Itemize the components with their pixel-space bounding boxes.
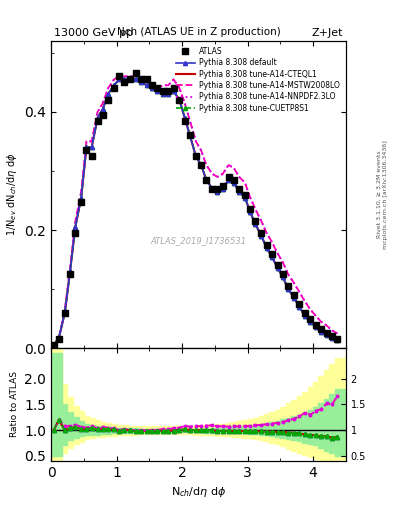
Title: Nch (ATLAS UE in Z production): Nch (ATLAS UE in Z production): [117, 28, 280, 37]
Line: Pythia 8.308 tune-A14-MSTW2008LO: Pythia 8.308 tune-A14-MSTW2008LO: [54, 76, 337, 345]
Pythia 8.308 tune-A14-NNPDF2.3LO: [220, 171, 225, 177]
Pythia 8.308 tune-A14-CTEQL1: [117, 76, 121, 82]
Pythia 8.308 default: [51, 342, 56, 348]
Text: Rivet 3.1.10, ≥ 3.2M events: Rivet 3.1.10, ≥ 3.2M events: [377, 151, 382, 239]
Pythia 8.308 tune-A14-CTEQL1: [51, 342, 56, 348]
Pythia 8.308 tune-A14-NNPDF2.3LO: [308, 307, 313, 313]
ATLAS: [275, 262, 280, 268]
Pythia 8.308 tune-A14-CTEQL1: [308, 318, 313, 325]
Y-axis label: 1/N$_{ev}$ dN$_{ch}$/d$\eta$ d$\phi$: 1/N$_{ev}$ dN$_{ch}$/d$\eta$ d$\phi$: [5, 153, 19, 237]
Pythia 8.308 tune-CUETP8S1: [226, 177, 231, 183]
Pythia 8.308 tune-A14-MSTW2008LO: [133, 73, 138, 79]
Pythia 8.308 tune-A14-MSTW2008LO: [226, 162, 231, 168]
Pythia 8.308 default: [133, 76, 138, 82]
Pythia 8.308 tune-A14-NNPDF2.3LO: [237, 174, 241, 180]
Pythia 8.308 tune-A14-MSTW2008LO: [308, 307, 313, 313]
Text: mcplots.cern.ch [arXiv:1306.3436]: mcplots.cern.ch [arXiv:1306.3436]: [384, 140, 388, 249]
Pythia 8.308 tune-A14-CTEQL1: [335, 337, 340, 344]
Pythia 8.308 tune-CUETP8S1: [51, 342, 56, 348]
Pythia 8.308 tune-A14-NNPDF2.3LO: [335, 330, 340, 336]
Line: Pythia 8.308 default: Pythia 8.308 default: [51, 77, 340, 347]
Pythia 8.308 tune-A14-CTEQL1: [237, 188, 241, 195]
Pythia 8.308 tune-A14-CTEQL1: [133, 76, 138, 82]
Pythia 8.308 tune-A14-MSTW2008LO: [275, 250, 280, 257]
Pythia 8.308 default: [275, 265, 280, 271]
Pythia 8.308 tune-A14-NNPDF2.3LO: [51, 342, 56, 348]
Pythia 8.308 tune-CUETP8S1: [335, 337, 340, 344]
Pythia 8.308 tune-A14-MSTW2008LO: [51, 342, 56, 348]
ATLAS: [237, 185, 241, 191]
Pythia 8.308 tune-A14-MSTW2008LO: [220, 171, 225, 177]
ATLAS: [335, 336, 340, 343]
Pythia 8.308 default: [117, 76, 121, 82]
Pythia 8.308 default: [226, 177, 231, 183]
Pythia 8.308 tune-A14-NNPDF2.3LO: [275, 250, 280, 257]
Y-axis label: Ratio to ATLAS: Ratio to ATLAS: [10, 372, 19, 437]
Pythia 8.308 tune-A14-NNPDF2.3LO: [226, 162, 231, 168]
ATLAS: [133, 70, 138, 76]
Line: Pythia 8.308 tune-A14-CTEQL1: Pythia 8.308 tune-A14-CTEQL1: [54, 79, 337, 345]
Pythia 8.308 tune-A14-CTEQL1: [220, 185, 225, 191]
ATLAS: [128, 76, 133, 82]
Pythia 8.308 tune-CUETP8S1: [237, 188, 241, 195]
Pythia 8.308 default: [335, 337, 340, 344]
Line: Pythia 8.308 tune-CUETP8S1: Pythia 8.308 tune-CUETP8S1: [51, 77, 340, 347]
Pythia 8.308 tune-CUETP8S1: [220, 185, 225, 191]
Pythia 8.308 tune-A14-NNPDF2.3LO: [117, 73, 121, 79]
Pythia 8.308 tune-CUETP8S1: [133, 76, 138, 82]
Text: Z+Jet: Z+Jet: [311, 28, 343, 38]
Pythia 8.308 tune-A14-MSTW2008LO: [237, 174, 241, 180]
ATLAS: [220, 183, 225, 189]
Pythia 8.308 default: [220, 185, 225, 191]
X-axis label: N$_{ch}$/d$\eta$ d$\phi$: N$_{ch}$/d$\eta$ d$\phi$: [171, 485, 226, 499]
Pythia 8.308 tune-CUETP8S1: [117, 76, 121, 82]
Legend: ATLAS, Pythia 8.308 default, Pythia 8.308 tune-A14-CTEQL1, Pythia 8.308 tune-A14: ATLAS, Pythia 8.308 default, Pythia 8.30…: [174, 45, 342, 115]
Pythia 8.308 default: [308, 318, 313, 325]
Pythia 8.308 tune-A14-NNPDF2.3LO: [133, 73, 138, 79]
Line: ATLAS: ATLAS: [51, 71, 340, 348]
Line: Pythia 8.308 tune-A14-NNPDF2.3LO: Pythia 8.308 tune-A14-NNPDF2.3LO: [54, 76, 337, 345]
Pythia 8.308 tune-A14-MSTW2008LO: [335, 330, 340, 336]
ATLAS: [51, 342, 56, 348]
Text: 13000 GeV pp: 13000 GeV pp: [54, 28, 133, 38]
Text: ATLAS_2019_I1736531: ATLAS_2019_I1736531: [151, 236, 246, 245]
Pythia 8.308 tune-CUETP8S1: [308, 318, 313, 325]
ATLAS: [226, 174, 231, 180]
Pythia 8.308 tune-A14-CTEQL1: [226, 177, 231, 183]
Pythia 8.308 tune-A14-MSTW2008LO: [117, 73, 121, 79]
Pythia 8.308 tune-A14-CTEQL1: [275, 265, 280, 271]
Pythia 8.308 tune-CUETP8S1: [275, 265, 280, 271]
ATLAS: [308, 315, 313, 322]
Pythia 8.308 default: [237, 188, 241, 195]
